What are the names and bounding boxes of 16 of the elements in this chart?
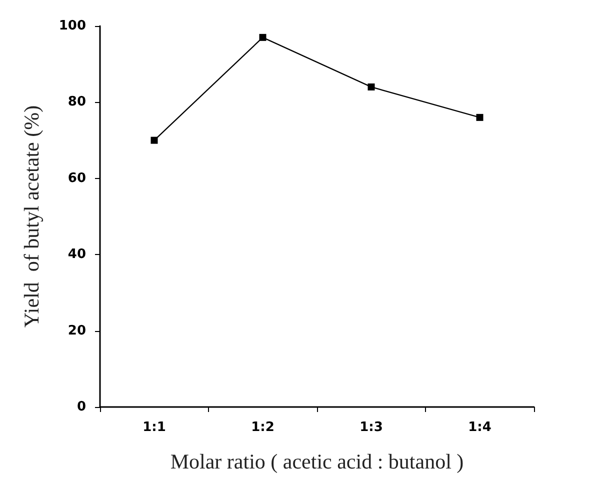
y-tick-label: 80: [68, 94, 86, 110]
x-axis-title: Molar ratio ( acetic acid : butanol ): [170, 450, 464, 474]
y-axis-title: Yield of butyl acetate (%): [20, 105, 44, 328]
y-tick-label: 40: [68, 247, 86, 262]
y-tick-label: 100: [58, 18, 86, 34]
point: [150, 136, 158, 144]
y-tick-label: 0: [76, 400, 86, 414]
x-tick-label: 1:1: [142, 420, 166, 435]
x-tick-label: 1:2: [251, 420, 274, 435]
x-tick-label: 1:3: [360, 420, 383, 435]
x-tick-label: 1:4: [468, 420, 492, 435]
point: [368, 83, 375, 90]
y-tick-label: 20: [68, 323, 86, 338]
point: [476, 114, 484, 121]
y-tick-label: 60: [68, 170, 86, 186]
point: [259, 34, 266, 41]
